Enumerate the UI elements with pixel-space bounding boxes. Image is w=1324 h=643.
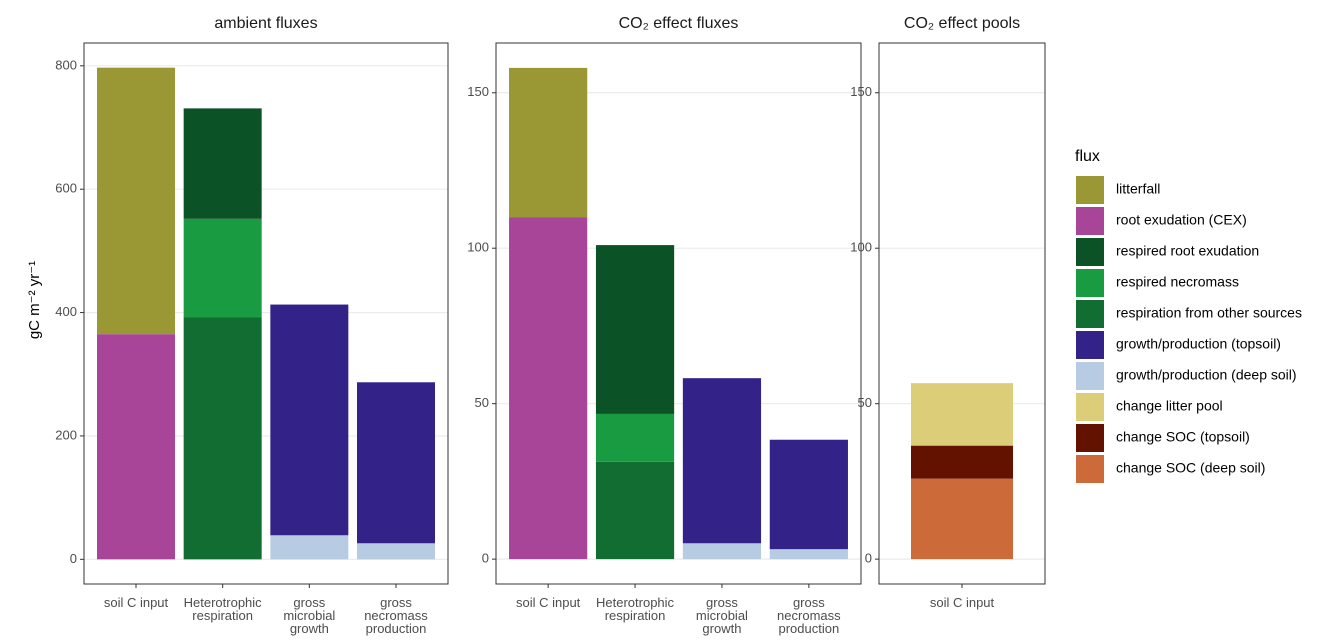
legend-label: growth/production (deep soil) xyxy=(1116,367,1297,383)
legend-label: respired necromass xyxy=(1116,274,1239,290)
legend-key xyxy=(1076,176,1104,204)
legend-key xyxy=(1076,300,1104,328)
x-tick-label: gross microbial growth xyxy=(695,595,748,636)
bar-segment xyxy=(595,413,675,462)
y-axis-label: gC m⁻² yr⁻¹ xyxy=(26,261,43,339)
bar-segment xyxy=(357,543,435,560)
legend-key xyxy=(1076,331,1104,359)
bar-segment xyxy=(270,535,349,560)
x-tick-label: gross necromass production xyxy=(364,595,428,636)
legend-label: respiration from other sources xyxy=(1116,305,1302,321)
y-tick-label: 50 xyxy=(475,395,489,410)
legend-title: flux xyxy=(1075,148,1100,165)
y-tick-label: 400 xyxy=(55,304,77,319)
x-tick-label: Heterotrophic respiration xyxy=(596,595,675,623)
bar-segment xyxy=(183,317,262,560)
legend-label: root exudation (CEX) xyxy=(1116,212,1247,228)
y-tick-label: 150 xyxy=(850,84,872,99)
x-tick-label: soil C input xyxy=(515,595,581,610)
bar-segment xyxy=(97,67,175,335)
panel-border xyxy=(495,42,862,585)
legend-key xyxy=(1076,238,1104,266)
bar-segment xyxy=(183,108,262,219)
bar-segment xyxy=(509,67,588,218)
legend-key xyxy=(1076,362,1104,390)
panel-title: CO₂ effect pools xyxy=(904,15,1020,32)
bar-segment xyxy=(509,217,588,560)
y-tick-label: 800 xyxy=(55,57,77,72)
bar-segment xyxy=(595,245,675,414)
legend-label: growth/production (topsoil) xyxy=(1116,336,1281,352)
bar-segment xyxy=(911,383,1013,446)
bar-segment xyxy=(682,378,762,544)
x-tick-label: Heterotrophic respiration xyxy=(183,595,262,623)
x-tick-label: gross necromass production xyxy=(777,595,841,636)
panel-title: CO₂ effect fluxes xyxy=(619,15,739,32)
x-tick-label: gross microbial growth xyxy=(283,595,336,636)
panel-border xyxy=(83,42,449,585)
bar-segment xyxy=(595,461,675,560)
y-tick-label: 50 xyxy=(858,395,872,410)
legend-label: respired root exudation xyxy=(1116,243,1259,259)
bar-segment xyxy=(911,445,1013,479)
legend-label: litterfall xyxy=(1116,181,1160,197)
legend-key xyxy=(1076,455,1104,483)
bar-segment xyxy=(682,543,762,560)
legend-key xyxy=(1076,269,1104,297)
panel-border xyxy=(878,42,1046,585)
x-tick-label: soil C input xyxy=(103,595,169,610)
y-tick-label: 100 xyxy=(850,240,872,255)
legend-label: change SOC (topsoil) xyxy=(1116,429,1250,445)
bar-segment xyxy=(769,439,848,550)
y-tick-label: 0 xyxy=(70,551,77,566)
legend-key xyxy=(1076,393,1104,421)
y-tick-label: 0 xyxy=(865,551,872,566)
y-tick-label: 0 xyxy=(482,551,489,566)
legend-label: change SOC (deep soil) xyxy=(1116,460,1265,476)
y-tick-label: 200 xyxy=(55,427,77,442)
legend-key xyxy=(1076,424,1104,452)
bar-segment xyxy=(183,218,262,318)
legend-label: change litter pool xyxy=(1116,398,1223,414)
bar-segment xyxy=(270,304,349,536)
bar-segment xyxy=(769,549,848,560)
bar-segment xyxy=(97,334,175,560)
x-tick-label: soil C input xyxy=(929,595,995,610)
panel-title: ambient fluxes xyxy=(214,15,317,32)
y-tick-label: 150 xyxy=(467,84,489,99)
bar-segment xyxy=(911,478,1013,560)
y-tick-label: 600 xyxy=(55,181,77,196)
legend-key xyxy=(1076,207,1104,235)
bar-segment xyxy=(357,382,435,544)
y-tick-label: 100 xyxy=(467,240,489,255)
